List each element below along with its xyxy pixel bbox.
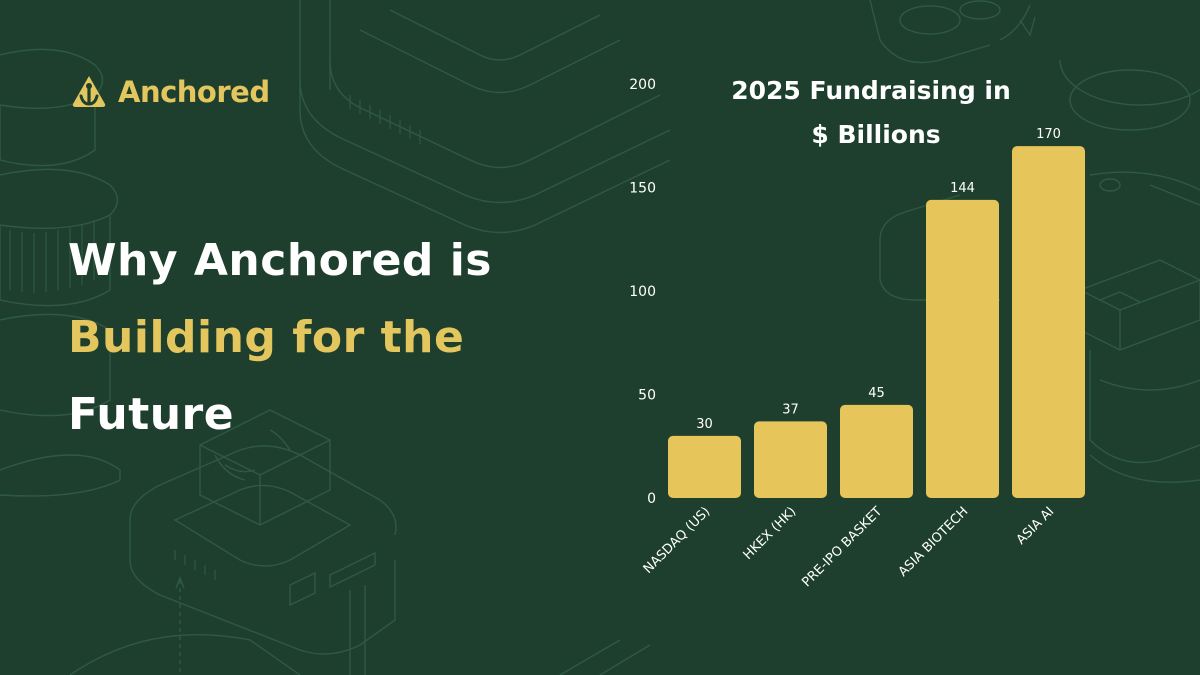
brand-logo: Anchored [70,72,270,112]
bar [1012,146,1085,498]
bar-value-label: 37 [782,402,799,417]
headline-line-1: Why Anchored is [68,235,492,286]
anchor-icon [72,76,106,107]
x-tick-label: PRE-IPO BASKET [799,504,885,590]
bar-value-label: 170 [1036,127,1061,142]
x-axis: NASDAQ (US) HKEX (HK) PRE-IPO BASKET ASIA B… [641,504,1058,590]
y-tick-label: 50 [638,388,656,404]
bar [840,404,913,498]
x-tick-label: ASIA BIOTECH [896,504,972,580]
bar-value-label: 144 [950,181,975,196]
x-tick-label: HKEX (HK) [741,504,800,563]
brand-name: Anchored [118,75,270,109]
headline: Why Anchored is Building for the Future [68,222,588,453]
x-tick-label: ASIA AI [1014,504,1058,548]
headline-line-3: Future [68,389,235,440]
bar [668,435,741,498]
y-tick-label: 100 [629,284,656,300]
bar-value-label: 45 [868,386,885,401]
bar [926,199,999,499]
y-axis: 0 50 100 150 200 [629,77,656,507]
headline-line-2: Building for the [68,312,465,363]
y-tick-label: 200 [629,77,656,93]
bar [754,421,827,498]
y-tick-label: 150 [629,181,656,197]
bars: 30 37 45 144 170 [668,127,1085,499]
bar-value-label: 30 [696,417,713,432]
chart-title-line-1: 2025 Fundraising in [731,76,1011,105]
chart-title-line-2: $ Billions [811,120,940,149]
y-tick-label: 0 [647,491,656,507]
x-tick-label: NASDAQ (US) [641,504,714,577]
